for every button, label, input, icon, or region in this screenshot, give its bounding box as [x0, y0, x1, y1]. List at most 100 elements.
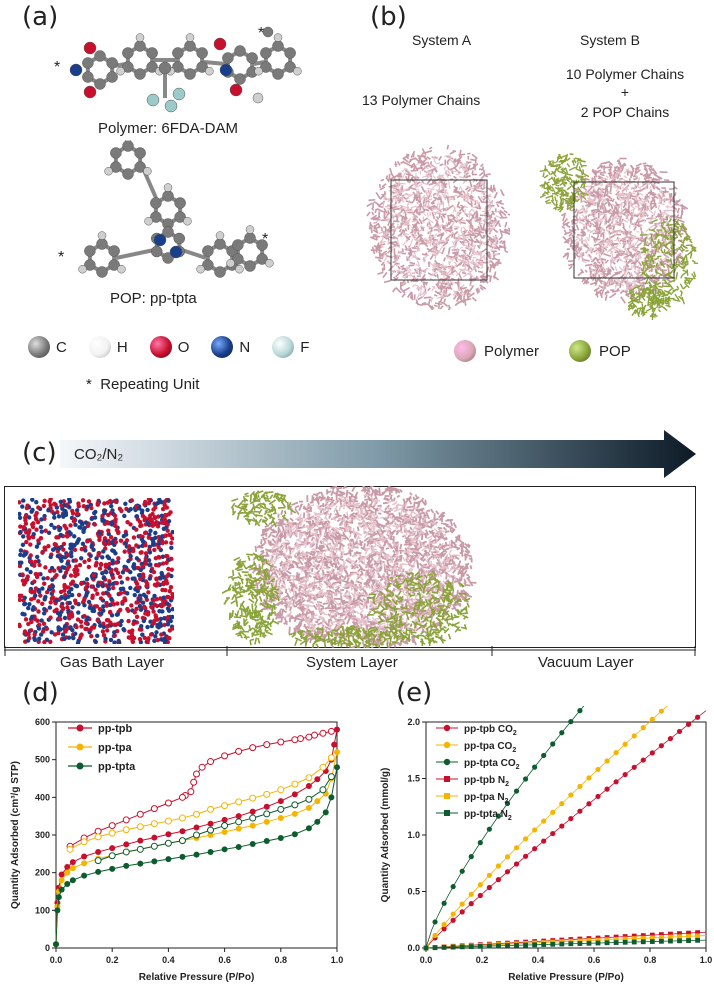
atom-sphere — [272, 40, 284, 52]
desorption-point — [150, 820, 158, 828]
atom-sphere — [104, 166, 113, 176]
panel-b-label: (b) — [370, 2, 407, 32]
atom-sphere — [122, 47, 134, 59]
data-point — [441, 926, 447, 932]
adsorption-point — [331, 741, 338, 748]
adsorption-point — [179, 853, 186, 860]
legend-marker — [76, 724, 84, 732]
data-point — [649, 939, 655, 944]
data-point — [496, 943, 501, 949]
y-tick-label: 1.0 — [407, 830, 420, 840]
adsorption-point — [221, 816, 228, 823]
adsorption-point — [277, 798, 284, 805]
desorption-point — [327, 754, 335, 762]
system-b-line1: 10 Polymer Chains — [565, 66, 685, 82]
star-symbol: * — [86, 376, 92, 393]
desorption-point — [198, 763, 206, 771]
desorption-point — [164, 839, 172, 847]
data-point — [568, 815, 574, 822]
legend-item-pop: POP — [569, 340, 631, 362]
nitrogen-ball-icon — [211, 336, 234, 358]
atom-sphere — [122, 168, 134, 180]
adsorption-point — [334, 749, 340, 756]
data-point — [486, 943, 492, 949]
carbon-ball-icon — [28, 336, 50, 358]
data-point — [668, 934, 673, 940]
data-point — [613, 749, 619, 756]
atom-sphere — [174, 197, 186, 209]
repeating-unit-note: * Repeating Unit — [86, 376, 199, 393]
data-point — [613, 936, 619, 942]
data-point — [432, 945, 438, 951]
y-tick-label: 2.0 — [407, 717, 420, 727]
desorption-point — [108, 829, 116, 837]
atom-sphere — [232, 239, 244, 251]
data-point — [649, 716, 655, 723]
adsorption-point — [151, 858, 158, 865]
layer-label-system: System Layer — [306, 654, 398, 671]
desorption-point — [94, 833, 102, 841]
legend-label: pp-tpa CO2 — [464, 741, 516, 754]
atom-sphere — [272, 68, 284, 80]
adsorption-point — [81, 853, 88, 860]
data-point — [441, 900, 447, 906]
atom-legend: C H O N F — [28, 336, 309, 358]
atom-sphere — [150, 211, 162, 223]
data-point — [613, 940, 619, 945]
data-point — [468, 901, 474, 907]
data-point — [686, 930, 691, 936]
chart-d-isotherm: 0.0 0.2 0.4 0.6 0.8 1.0 0 100 200 300 400 500 600 Rel… — [10, 717, 343, 983]
layer-label-vacuum: Vacuum Layer — [538, 654, 634, 671]
adsorption-point — [179, 828, 186, 835]
atom-sphere — [96, 238, 108, 250]
data-point — [486, 884, 492, 891]
adsorption-point — [165, 831, 172, 838]
adsorption-point — [207, 820, 214, 827]
adsorption-point — [64, 869, 71, 876]
atom-sphere — [256, 253, 268, 265]
atom-sphere — [234, 73, 246, 85]
data-point — [559, 730, 565, 736]
adsorption-point — [58, 877, 65, 884]
panel-d-label: (d) — [22, 678, 59, 708]
data-point — [649, 750, 655, 756]
data-point — [595, 766, 601, 773]
data-point — [577, 708, 583, 714]
x-tick-label: 0.4 — [532, 955, 545, 965]
desorption-point — [305, 774, 313, 782]
atom-sphere — [202, 259, 214, 271]
atom-sphere — [146, 47, 158, 59]
gas-gradient-arrow — [60, 430, 696, 478]
adsorption-point — [69, 865, 76, 872]
desorption-point — [263, 810, 271, 818]
desorption-point — [193, 770, 200, 778]
desorption-point — [305, 795, 313, 803]
adsorption-point — [54, 907, 61, 914]
x-axis-label: Relative Pressure (P/Po) — [508, 972, 624, 983]
atom-sphere — [196, 61, 208, 73]
atom-sphere — [158, 61, 172, 75]
data-point — [640, 725, 646, 731]
adsorption-point — [263, 818, 270, 825]
data-point — [604, 937, 610, 943]
legend-marker — [76, 762, 84, 770]
y-tick-label: 0.0 — [407, 943, 420, 953]
star-marker-left: * — [54, 59, 60, 76]
adsorption-point — [64, 880, 71, 887]
data-point — [631, 936, 637, 942]
legend-label: pp-tpta CO2 — [464, 758, 520, 771]
pop-molecule-image: * * — [58, 140, 274, 278]
data-point — [514, 942, 519, 948]
atom-sphere — [184, 40, 196, 52]
desorption-point — [164, 799, 172, 807]
adsorption-point — [193, 824, 200, 831]
atom-sphere — [84, 259, 96, 271]
data-point — [676, 728, 683, 735]
data-point — [649, 935, 655, 941]
data-point — [505, 943, 510, 948]
atom-sphere — [108, 259, 120, 271]
atom-sphere — [82, 57, 94, 69]
adsorption-point — [291, 831, 298, 838]
atom-sphere — [134, 147, 146, 159]
desorption-point — [136, 845, 144, 853]
